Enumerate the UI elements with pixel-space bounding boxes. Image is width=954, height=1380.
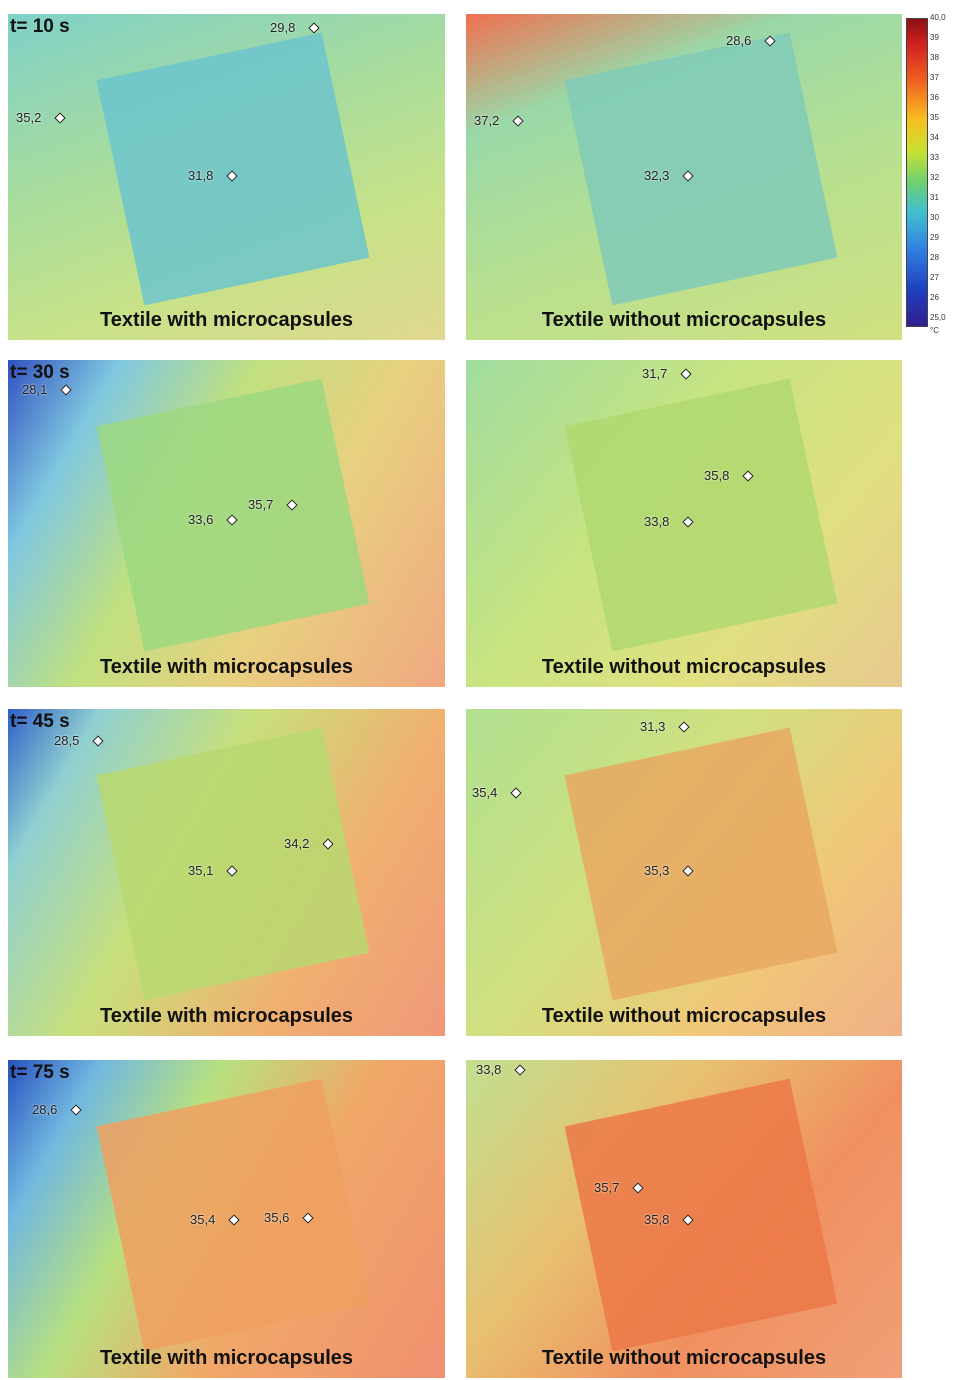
measure-point bbox=[680, 368, 691, 379]
measure-point bbox=[512, 115, 523, 126]
caption: Textile without microcapsules bbox=[466, 1347, 902, 1370]
temperature-label: 31,7 bbox=[642, 366, 667, 381]
thermal-image: 28,6 35,4 35,6 Textile with microcapsules t=… bbox=[8, 1060, 445, 1378]
textile bbox=[565, 1079, 838, 1352]
colorbar-tick: 39 bbox=[930, 33, 939, 42]
temperature-label: 31,3 bbox=[640, 719, 665, 734]
thermal-image: 28,5 35,1 34,2 Textile with microcapsules t=… bbox=[8, 709, 445, 1036]
temperature-label: 35,7 bbox=[594, 1180, 619, 1195]
temperature-label: 28,5 bbox=[54, 733, 79, 748]
measure-point bbox=[510, 787, 521, 798]
time-label: t= 10 s bbox=[10, 16, 70, 38]
colorbar-tick: 40,0 bbox=[930, 13, 946, 22]
colorbar-tick: 38 bbox=[930, 53, 939, 62]
temperature-label: 29,8 bbox=[270, 20, 295, 35]
caption: Textile without microcapsules bbox=[466, 309, 902, 332]
colorbar-tick: 31 bbox=[930, 193, 939, 202]
temperature-label: 34,2 bbox=[284, 836, 309, 851]
temperature-label: 33,8 bbox=[476, 1062, 501, 1077]
colorbar bbox=[906, 18, 928, 327]
caption: Textile without microcapsules bbox=[466, 1005, 902, 1028]
temperature-label: 28,6 bbox=[32, 1102, 57, 1117]
measure-point bbox=[60, 384, 71, 395]
colorbar-tick: 36 bbox=[930, 93, 939, 102]
colorbar-tick: 32 bbox=[930, 173, 939, 182]
page: (() => { const data = JSON.parse(documen… bbox=[0, 0, 954, 1380]
temperature-label: 33,6 bbox=[188, 512, 213, 527]
colorbar-tick: 25,0 bbox=[930, 313, 946, 322]
thermal-image: 29,8 35,2 31,8 Textile with microcapsules t=… bbox=[8, 14, 445, 340]
measure-point bbox=[678, 721, 689, 732]
temperature-label: 35,1 bbox=[188, 863, 213, 878]
temperature-label: 35,8 bbox=[704, 468, 729, 483]
colorbar-tick: 35 bbox=[930, 113, 939, 122]
textile bbox=[565, 33, 838, 306]
measure-point bbox=[92, 735, 103, 746]
caption: Textile with microcapsules bbox=[8, 656, 445, 679]
temperature-label: 35,4 bbox=[472, 785, 497, 800]
colorbar-tick: 37 bbox=[930, 73, 939, 82]
textile bbox=[565, 728, 838, 1001]
caption: Textile with microcapsules bbox=[8, 1005, 445, 1028]
colorbar-tick: 26 bbox=[930, 293, 939, 302]
time-label: t= 75 s bbox=[10, 1062, 70, 1084]
colorbar-unit: °C bbox=[930, 326, 939, 335]
temperature-label: 37,2 bbox=[474, 113, 499, 128]
thermal-image: 28,1 33,6 35,7 Textile with microcapsules t=… bbox=[8, 360, 445, 687]
time-label: t= 30 s bbox=[10, 362, 70, 384]
temperature-label: 32,3 bbox=[644, 168, 669, 183]
temperature-label: 35,4 bbox=[190, 1212, 215, 1227]
textile bbox=[97, 728, 370, 1001]
textile bbox=[565, 379, 838, 652]
measure-point bbox=[54, 112, 65, 123]
caption: Textile with microcapsules bbox=[8, 1347, 445, 1370]
temperature-label: 33,8 bbox=[644, 514, 669, 529]
temperature-label: 35,2 bbox=[16, 110, 41, 125]
temperature-label: 35,7 bbox=[248, 497, 273, 512]
measure-point bbox=[70, 1104, 81, 1115]
colorbar-tick: 28 bbox=[930, 253, 939, 262]
time-label: t= 45 s bbox=[10, 711, 70, 733]
thermal-image: 31,7 35,8 33,8 Textile without microcapsule… bbox=[466, 360, 902, 687]
caption: Textile without microcapsules bbox=[466, 656, 902, 679]
thermal-image: 33,8 35,7 35,8 Textile without microcapsule… bbox=[466, 1060, 902, 1378]
caption: Textile with microcapsules bbox=[8, 309, 445, 332]
temperature-label: 35,8 bbox=[644, 1212, 669, 1227]
temperature-label: 35,3 bbox=[644, 863, 669, 878]
colorbar-tick: 33 bbox=[930, 153, 939, 162]
temperature-label: 31,8 bbox=[188, 168, 213, 183]
measure-point bbox=[308, 22, 319, 33]
thermal-image: 28,6 37,2 32,3 Textile without microcapsule… bbox=[466, 14, 902, 340]
temperature-label: 35,6 bbox=[264, 1210, 289, 1225]
temperature-label: 28,1 bbox=[22, 382, 47, 397]
colorbar-tick: 30 bbox=[930, 213, 939, 222]
temperature-label: 28,6 bbox=[726, 33, 751, 48]
measure-point bbox=[514, 1064, 525, 1075]
colorbar-tick: 34 bbox=[930, 133, 939, 142]
colorbar-tick: 29 bbox=[930, 233, 939, 242]
thermal-image: 31,3 35,4 35,3 Textile without microcapsule… bbox=[466, 709, 902, 1036]
colorbar-tick: 27 bbox=[930, 273, 939, 282]
textile bbox=[97, 33, 370, 306]
